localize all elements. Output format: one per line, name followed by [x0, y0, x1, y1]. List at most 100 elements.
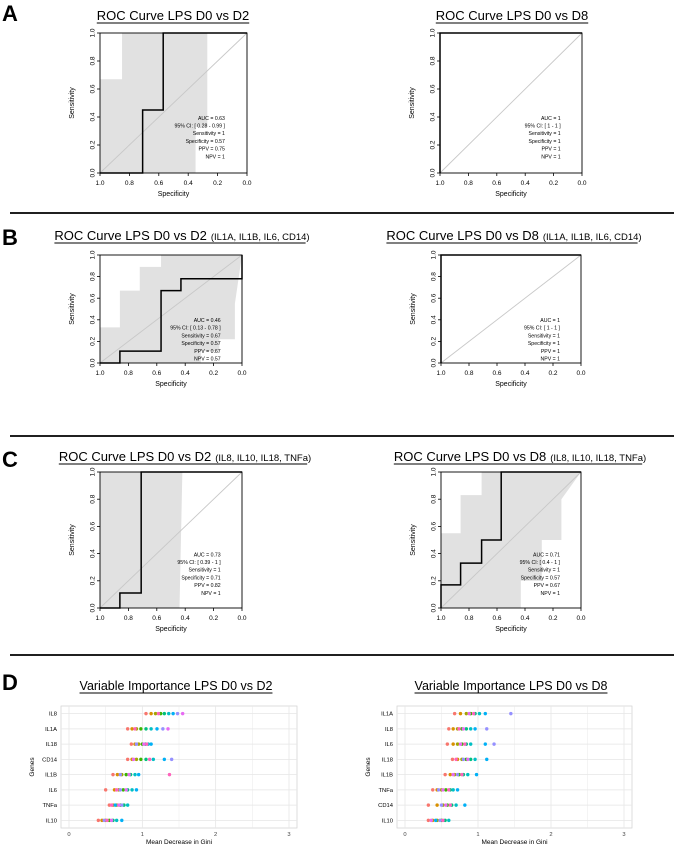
x-axis-label: Specificity [495, 191, 527, 198]
x-tick-label: 0.6 [152, 370, 161, 377]
y-tick-label: 0.6 [430, 84, 437, 93]
roc-curve [100, 32, 247, 174]
importance-point [144, 757, 148, 762]
stat-line: NPV = 1 [201, 591, 221, 597]
importance-point [483, 711, 487, 716]
chart-title: ROC Curve LPS D0 vs D2 (IL1A, IL1B, IL6, … [54, 228, 309, 243]
importance-point [447, 788, 451, 792]
stat-line: AUC = 0.63 [198, 116, 225, 122]
x-tick-label: 1.0 [95, 180, 104, 187]
importance-point [466, 757, 470, 762]
importance-chart-d1: Variable Importance LPS D0 vs D2 IL8 IL1A I… [29, 679, 298, 846]
importance-point [439, 803, 444, 807]
importance-point [114, 818, 119, 823]
y-tick-label: 0.4 [431, 549, 438, 558]
x-tick-label: 0.0 [237, 370, 246, 377]
importance-point [134, 757, 139, 762]
stat-line: 95% CI: [ 0.28 - 0.99 ] [174, 124, 225, 130]
importance-point [458, 742, 463, 746]
y-axis-label: Sensitivity [409, 87, 416, 119]
importance-point [102, 818, 106, 823]
importance-point [464, 711, 469, 716]
x-tick-label: 1.0 [436, 615, 445, 622]
importance-point [153, 711, 158, 716]
roc-chart-a2: ROC Curve LPS D0 vs D8 1.0 0.8 0.6 0.4 0.2 0.0… [409, 8, 589, 198]
chart-title: ROC Curve LPS D0 vs D8 (IL8, IL10, IL18, … [394, 449, 646, 464]
importance-point [452, 711, 457, 716]
chart-subtitle: (IL1A, IL1B, IL6, CD14) [211, 232, 310, 243]
y-tick-label: 0.4 [430, 112, 437, 121]
x-tick-label: 0.0 [576, 370, 585, 377]
y-tick-label: 1.0 [430, 28, 437, 37]
importance-point [139, 757, 143, 762]
stat-line: AUC = 0.71 [533, 552, 560, 558]
importance-point [431, 788, 435, 792]
stat-line: NPV = 1 [205, 154, 225, 160]
importance-point [435, 803, 439, 807]
stat-line: NPV = 1 [541, 356, 561, 362]
importance-point [125, 757, 130, 762]
y-tick-label: 0.0 [430, 168, 437, 177]
stat-line: AUC = 1 [541, 116, 561, 122]
y-tick-label: 1.0 [90, 250, 97, 259]
x-tick-label: 2 [549, 832, 552, 838]
importance-point [149, 742, 153, 746]
importance-point [166, 727, 170, 731]
x-tick-label: 0.6 [154, 180, 163, 187]
x-tick-label: 0.8 [124, 370, 133, 377]
importance-point [463, 742, 467, 746]
importance-point [447, 727, 451, 731]
importance-point [448, 772, 452, 777]
y-tick-label: 0.4 [90, 315, 97, 324]
importance-point [121, 788, 125, 792]
chart-title: ROC Curve LPS D0 vs D2 [97, 8, 249, 23]
importance-point [169, 757, 174, 762]
importance-point [451, 727, 455, 731]
y-tick-label: 0.0 [90, 358, 97, 367]
importance-point [455, 742, 460, 746]
stat-line: PPV = 1 [541, 349, 560, 355]
chart-title: ROC Curve LPS D0 vs D2 (IL8, IL10, IL18, … [59, 449, 311, 464]
x-tick-label: 0.2 [209, 615, 218, 622]
importance-point [167, 772, 172, 777]
stat-line: 95% CI: [ 0.39 - 1 ] [177, 560, 221, 566]
importance-point [134, 788, 139, 792]
panel-label-b: B [2, 225, 18, 250]
gene-label: TNFa [379, 788, 394, 794]
importance-point [460, 772, 464, 777]
importance-point [171, 711, 175, 716]
roc-chart-c2: ROC Curve LPS D0 vs D8 (IL8, IL10, IL18, … [393, 449, 646, 633]
stat-line: 95% CI: [ 0.13 - 0.78 ] [170, 326, 221, 332]
x-axis-label: Specificity [158, 191, 190, 198]
x-tick-label: 0.6 [492, 180, 501, 187]
y-tick-label: 0.0 [431, 358, 438, 367]
importance-point [473, 757, 477, 762]
importance-point [145, 742, 149, 746]
chart-title: Variable Importance LPS D0 vs D2 [80, 679, 273, 693]
stat-line: Sensitivity = 1 [529, 131, 561, 137]
importance-point [469, 757, 473, 762]
importance-point [139, 727, 143, 731]
x-tick-label: 1 [141, 832, 144, 838]
importance-chart-d2: Variable Importance LPS D0 vs D8 IL1A IL8 I… [365, 679, 633, 846]
importance-point [151, 757, 156, 762]
panel-label-d: D [2, 670, 18, 695]
chart-title-text: ROC Curve LPS D0 vs D8 [386, 228, 538, 243]
stat-line: Specificity = 0.71 [181, 575, 220, 581]
x-tick-label: 1.0 [435, 180, 444, 187]
x-tick-label: 1.0 [95, 615, 104, 622]
y-tick-label: 0.0 [90, 603, 97, 612]
chart-subtitle: (IL8, IL10, IL18, TNFa) [215, 453, 311, 464]
gene-label: IL1B [381, 773, 393, 779]
importance-point [469, 727, 473, 731]
chart-title-text: ROC Curve LPS D0 vs D2 [59, 449, 211, 464]
diagonal-line [99, 254, 243, 364]
importance-point [156, 711, 161, 716]
importance-point [457, 727, 461, 731]
x-tick-label: 0.8 [464, 370, 473, 377]
stat-line: NPV = 0.57 [194, 356, 221, 362]
importance-point [130, 727, 134, 731]
x-tick-label: 3 [287, 832, 290, 838]
x-tick-label: 0.2 [548, 370, 557, 377]
